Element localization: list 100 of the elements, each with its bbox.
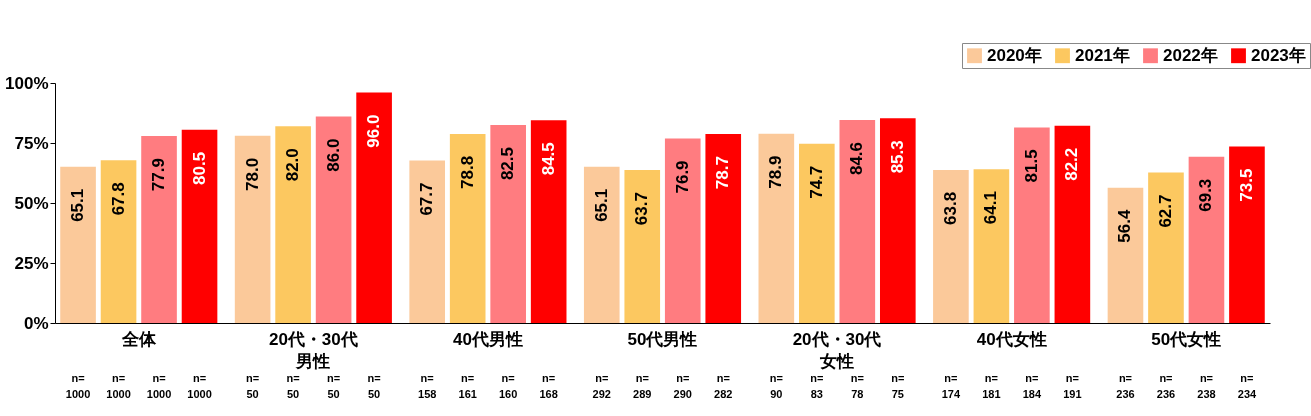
- text: n= 160: [499, 372, 518, 400]
- text: n= 184: [1022, 372, 1042, 400]
- bar: [933, 169, 969, 323]
- text: n= 78: [850, 372, 864, 400]
- data-label: 65.1: [591, 188, 611, 222]
- y-tick-label: 50%: [14, 193, 49, 213]
- legend-label: 2023年: [1251, 45, 1306, 65]
- data-label: 67.8: [108, 182, 128, 216]
- data-label: 85.3: [887, 140, 907, 174]
- bar: [530, 120, 567, 323]
- text: n= 161: [458, 372, 477, 400]
- bar: [583, 166, 620, 323]
- x-tick-label: 20代・30代女性: [792, 329, 882, 371]
- data-label: 78.9: [766, 155, 786, 189]
- data-label: 63.8: [940, 191, 960, 225]
- data-label: 80.5: [189, 151, 209, 185]
- bar: [315, 116, 352, 323]
- data-label: 56.4: [1115, 209, 1135, 243]
- bar: [1054, 125, 1091, 323]
- bar: [1188, 156, 1225, 323]
- bar: [624, 170, 661, 323]
- y-tick-label: 100%: [5, 73, 49, 93]
- text: n= 83: [810, 372, 824, 400]
- y-tick-label: 25%: [14, 253, 49, 273]
- bar: [839, 119, 876, 323]
- x-tick-label: 40代男性: [452, 329, 523, 349]
- y-tick-label: 75%: [14, 133, 49, 153]
- bar: [1014, 127, 1050, 323]
- bar: [490, 125, 526, 323]
- data-label: 84.5: [538, 142, 558, 176]
- x-tick-label: 40代女性: [976, 329, 1047, 349]
- text: n= 290: [673, 372, 692, 400]
- data-label: 78.7: [713, 156, 733, 190]
- data-label: 86.0: [323, 138, 343, 172]
- data-label: 69.3: [1196, 178, 1216, 212]
- y-tick-label: 0%: [23, 313, 49, 333]
- bar: [973, 169, 1010, 323]
- data-label: 65.1: [68, 188, 88, 222]
- data-label: 82.5: [498, 147, 518, 181]
- legend-label: 2021年: [1075, 45, 1130, 65]
- text: n= 1000: [65, 372, 91, 400]
- bar: [799, 143, 835, 323]
- text: n= 191: [1063, 372, 1082, 400]
- text: n= 181: [982, 372, 1001, 400]
- data-label: 78.8: [457, 155, 477, 189]
- data-label: 84.6: [847, 141, 867, 176]
- bar: [141, 136, 177, 323]
- bar: [60, 166, 96, 323]
- data-label: 81.5: [1021, 149, 1041, 183]
- bar: [100, 160, 137, 323]
- text: n= 50: [327, 372, 341, 400]
- x-tick-label: 全体: [120, 329, 157, 349]
- bar: [449, 133, 486, 323]
- data-label: 62.7: [1155, 194, 1175, 228]
- text: n= 1000: [146, 372, 172, 400]
- data-label: 67.7: [417, 182, 437, 216]
- data-label: 64.1: [981, 191, 1001, 225]
- data-label: 78.0: [242, 157, 262, 191]
- text: n= 234: [1237, 372, 1257, 400]
- text: n= 158: [418, 372, 437, 400]
- bar: [181, 129, 218, 323]
- text: n= 1000: [106, 372, 131, 400]
- bar: [234, 135, 271, 323]
- bar: [275, 126, 311, 323]
- bar: [409, 160, 446, 323]
- bar: [758, 133, 795, 323]
- x-tick-label: 50代女性: [1151, 329, 1222, 349]
- legend-label: 2022年: [1163, 45, 1218, 65]
- bar: [705, 134, 742, 323]
- text: n= 50: [286, 372, 300, 400]
- text: n= 236: [1116, 372, 1135, 400]
- bar: [1107, 187, 1144, 323]
- bar: [356, 92, 392, 323]
- data-label: 74.7: [806, 165, 826, 199]
- text: n= 168: [539, 372, 558, 400]
- text: n= 75: [891, 372, 905, 400]
- text: n= 1000: [187, 372, 212, 400]
- text: n= 50: [246, 372, 260, 400]
- text: n= 236: [1156, 372, 1176, 400]
- data-label: 63.7: [632, 192, 652, 226]
- text: n= 238: [1197, 372, 1216, 400]
- data-label: 82.0: [283, 148, 303, 182]
- text: n= 174: [941, 372, 961, 400]
- bar: [664, 138, 701, 323]
- x-tick-label: 50代男性: [627, 329, 698, 349]
- data-label: 77.9: [149, 158, 169, 192]
- bar: [879, 118, 916, 323]
- legend-label: 2020年: [987, 45, 1042, 65]
- text: n= 50: [367, 372, 381, 400]
- data-label: 73.5: [1236, 168, 1256, 202]
- x-tick-label: 20代・30代男性: [268, 329, 358, 371]
- data-label: 82.2: [1062, 147, 1082, 181]
- text: n= 289: [633, 372, 652, 400]
- text: n= 282: [714, 372, 733, 400]
- data-label: 96.0: [364, 114, 384, 148]
- text: n= 292: [592, 372, 611, 400]
- text: n= 90: [769, 372, 783, 400]
- bar: [1229, 146, 1265, 323]
- bar: [1148, 172, 1184, 323]
- data-label: 76.9: [672, 160, 692, 194]
